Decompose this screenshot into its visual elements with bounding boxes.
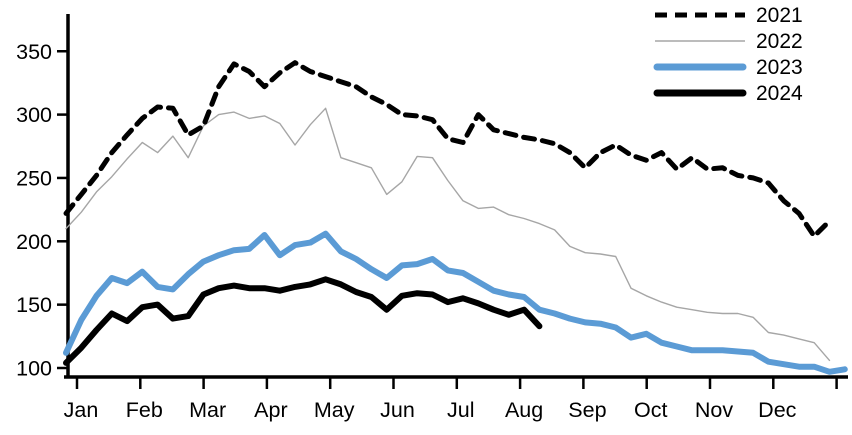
y-tick-label-300: 300 xyxy=(16,103,52,127)
x-tick-label-dec: Dec xyxy=(758,398,796,422)
legend-label-2023: 2023 xyxy=(756,55,803,79)
blue-line-swatch-icon xyxy=(653,63,747,71)
y-tick-label-150: 150 xyxy=(16,293,52,317)
thin-gray-line-swatch-icon xyxy=(655,40,745,42)
legend-item-2022: 2022 xyxy=(652,28,803,54)
x-tick-label-jul: Jul xyxy=(447,398,474,422)
x-tick-label-jun: Jun xyxy=(380,398,415,422)
x-tick-label-aug: Aug xyxy=(505,398,543,422)
legend-item-2021: 2021 xyxy=(652,2,803,28)
x-tick-label-feb: Feb xyxy=(126,398,163,422)
x-tick-label-oct: Oct xyxy=(634,398,667,422)
legend-item-2024: 2024 xyxy=(652,80,803,106)
y-tick-label-100: 100 xyxy=(16,357,52,381)
x-tick-label-apr: Apr xyxy=(254,398,287,422)
y-tick-label-250: 250 xyxy=(16,166,52,190)
y-tick-label-200: 200 xyxy=(16,230,52,254)
black-line-swatch-icon xyxy=(653,89,747,97)
y-tick-label-350: 350 xyxy=(16,40,52,64)
x-tick-label-nov: Nov xyxy=(695,398,733,422)
series-line-2023 xyxy=(63,230,848,375)
x-tick-label-sep: Sep xyxy=(568,398,606,422)
legend-label-2024: 2024 xyxy=(756,81,803,105)
x-tick-label-jan: Jan xyxy=(64,398,99,422)
series-line-2024 xyxy=(63,276,543,366)
legend-item-2023: 2023 xyxy=(652,54,803,80)
legend: 2021 2022 2023 2024 xyxy=(652,2,803,106)
series-line-2021 xyxy=(63,60,832,239)
legend-label-2022: 2022 xyxy=(756,29,803,53)
x-tick-label-may: May xyxy=(314,398,355,422)
series-line-2022 xyxy=(65,107,831,362)
legend-label-2021: 2021 xyxy=(756,3,803,27)
x-tick-label-mar: Mar xyxy=(189,398,226,422)
dashed-line-swatch-icon xyxy=(655,12,745,18)
